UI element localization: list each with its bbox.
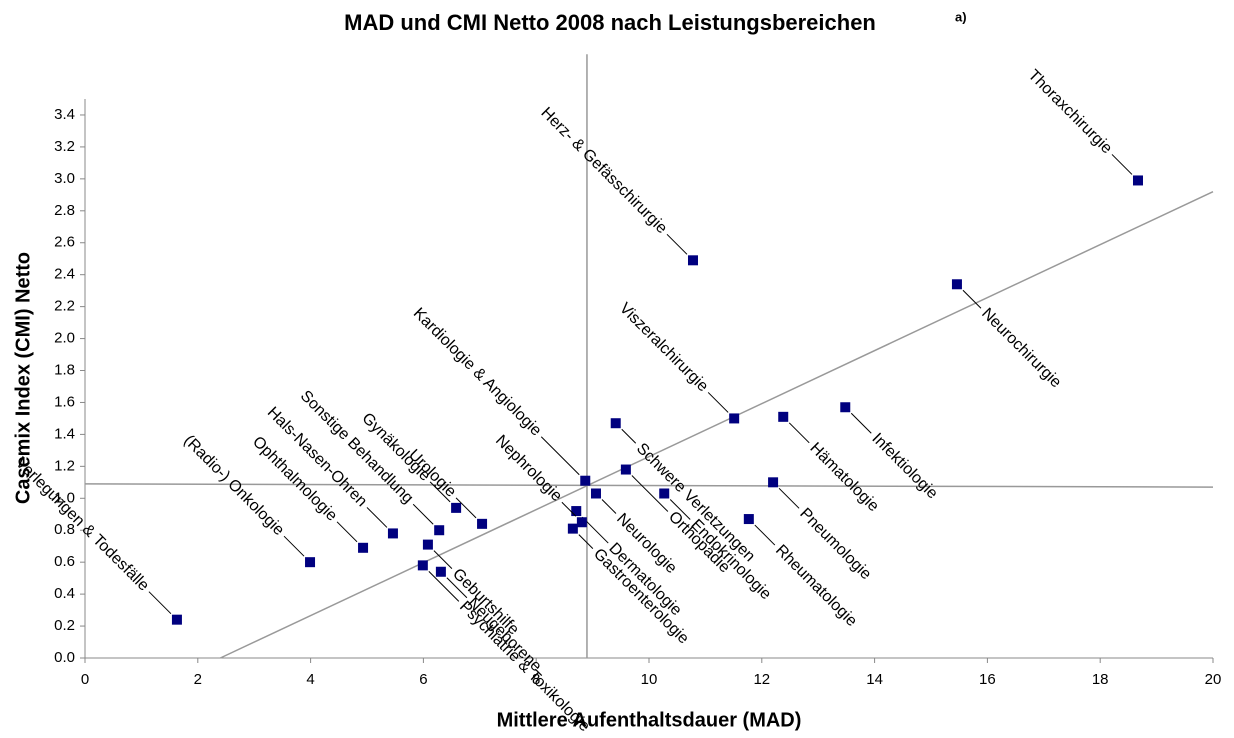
point bbox=[477, 518, 488, 529]
y-tick-label: 1.2 bbox=[54, 457, 75, 474]
point bbox=[422, 539, 433, 550]
chart-title: MAD und CMI Netto 2008 nach Leistungsber… bbox=[344, 10, 876, 35]
point-label: Thoraxchirurgie bbox=[1025, 67, 1116, 158]
point bbox=[580, 475, 591, 486]
point bbox=[567, 523, 578, 534]
point bbox=[743, 514, 754, 525]
x-tick-label: 4 bbox=[306, 671, 314, 688]
point bbox=[620, 464, 631, 475]
point bbox=[451, 502, 462, 513]
leader-line bbox=[412, 503, 434, 525]
point bbox=[778, 411, 789, 422]
point bbox=[358, 542, 369, 553]
x-tick-label: 12 bbox=[753, 671, 770, 688]
x-tick-label: 20 bbox=[1205, 671, 1222, 688]
point bbox=[571, 506, 582, 517]
leader-line bbox=[850, 412, 872, 434]
y-tick-label: 0.8 bbox=[54, 521, 75, 538]
point bbox=[768, 477, 779, 488]
leader-line bbox=[540, 436, 580, 476]
point-label: Kardiologie & Angiologie bbox=[410, 305, 545, 440]
leader-line bbox=[561, 501, 577, 517]
leader-line bbox=[455, 497, 477, 519]
reference-line bbox=[84, 483, 1214, 488]
x-tick-label: 2 bbox=[194, 671, 202, 688]
leader-line bbox=[433, 550, 453, 569]
leader-line bbox=[707, 392, 729, 413]
y-tick-label: 3.0 bbox=[54, 170, 75, 187]
x-tick-label: 6 bbox=[419, 671, 427, 688]
x-tick-label: 14 bbox=[866, 671, 883, 688]
point bbox=[729, 413, 740, 424]
leader-line bbox=[621, 428, 637, 444]
point-label: Herz- & Gefässchirurgie bbox=[537, 104, 670, 237]
y-tick-label: 1.6 bbox=[54, 393, 75, 410]
y-tick-label: 0.0 bbox=[54, 649, 75, 666]
leader-line bbox=[778, 487, 800, 509]
leader-line bbox=[631, 475, 669, 512]
title-note: a) bbox=[955, 9, 967, 24]
leader-line bbox=[669, 499, 691, 520]
y-tick-label: 1.0 bbox=[54, 489, 75, 506]
point-label: Viszeralchirurgie bbox=[616, 300, 712, 396]
point-label: Hämatologie bbox=[806, 440, 882, 516]
y-tick-label: 2.2 bbox=[54, 298, 75, 315]
point-label: Nephrologie bbox=[492, 432, 565, 505]
point bbox=[687, 255, 698, 266]
leader-line bbox=[1111, 154, 1133, 175]
leader-line bbox=[578, 534, 594, 549]
x-tick-label: 16 bbox=[979, 671, 996, 688]
point-label: Verlegungen & Todesfälle bbox=[12, 454, 152, 594]
x-axis-label: Mittlere Aufenthaltsdauer (MAD) bbox=[497, 709, 802, 731]
x-tick-label: 10 bbox=[641, 671, 658, 688]
leader-line bbox=[148, 591, 172, 615]
leader-line bbox=[428, 571, 460, 602]
y-tick-label: 2.4 bbox=[54, 266, 75, 283]
point bbox=[610, 418, 621, 429]
x-tick-label: 8 bbox=[532, 671, 540, 688]
y-tick-label: 3.4 bbox=[54, 106, 75, 123]
point bbox=[434, 525, 445, 536]
y-tick-label: 2.6 bbox=[54, 234, 75, 251]
point bbox=[840, 402, 851, 413]
y-tick-label: 2.8 bbox=[54, 202, 75, 219]
leader-line bbox=[429, 481, 451, 503]
point bbox=[305, 557, 316, 568]
y-tick-label: 1.4 bbox=[54, 425, 75, 442]
y-tick-label: 0.6 bbox=[54, 553, 75, 570]
leader-line bbox=[336, 521, 358, 543]
point bbox=[435, 566, 446, 577]
point-label: Neurochirurgie bbox=[978, 305, 1064, 391]
point bbox=[1132, 175, 1143, 186]
y-tick-label: 3.2 bbox=[54, 138, 75, 155]
leader-line bbox=[446, 577, 468, 599]
leader-line bbox=[601, 499, 617, 514]
point bbox=[590, 488, 601, 499]
x-tick-label: 0 bbox=[81, 671, 89, 688]
leader-line bbox=[366, 507, 388, 528]
point bbox=[387, 528, 398, 539]
point bbox=[417, 560, 428, 571]
y-tick-label: 1.8 bbox=[54, 361, 75, 378]
leader-line bbox=[962, 289, 982, 309]
leader-line bbox=[283, 535, 305, 557]
leader-line bbox=[666, 233, 688, 255]
x-tick-label: 18 bbox=[1092, 671, 1109, 688]
point bbox=[659, 488, 670, 499]
point-label: Infektiologie bbox=[868, 430, 940, 502]
y-tick-label: 2.0 bbox=[54, 330, 75, 347]
leader-line bbox=[754, 524, 776, 546]
point bbox=[171, 614, 182, 625]
point bbox=[576, 517, 587, 528]
reference-line bbox=[220, 190, 1214, 659]
y-tick-label: 0.2 bbox=[54, 617, 75, 634]
leader-line bbox=[788, 422, 810, 444]
y-tick-label: 0.4 bbox=[54, 585, 75, 602]
point bbox=[951, 279, 962, 290]
y-axis-label: Casemix Index (CMI) Netto bbox=[12, 252, 34, 504]
